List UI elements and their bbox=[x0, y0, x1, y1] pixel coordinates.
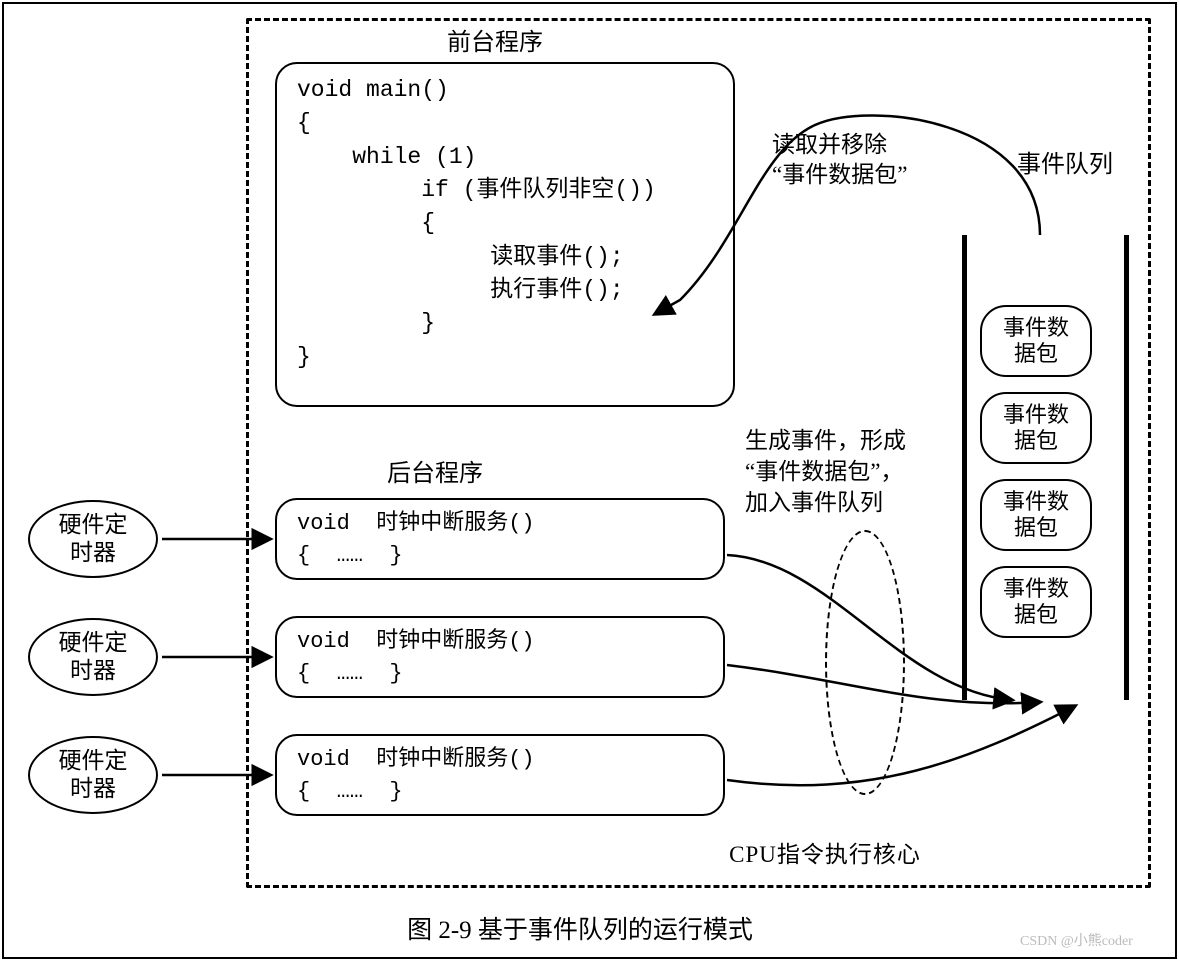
cpu-core-label: CPU指令执行核心 bbox=[695, 840, 955, 870]
main-code-box: void main() { while (1) if (事件队列非空()) { … bbox=[275, 62, 735, 407]
hw-timer-2: 硬件定 时器 bbox=[28, 618, 158, 696]
foreground-title: 前台程序 bbox=[430, 28, 560, 59]
hw-timer-3: 硬件定 时器 bbox=[28, 736, 158, 814]
generate-event-label: 生成事件，形成 “事件数据包”， 加入事件队列 bbox=[745, 425, 965, 518]
event-packet: 事件数 据包 bbox=[980, 392, 1092, 464]
event-packet: 事件数 据包 bbox=[980, 305, 1092, 377]
figure-caption: 图 2-9 基于事件队列的运行模式 bbox=[320, 910, 840, 946]
isr-box-2: void 时钟中断服务() { …… } bbox=[275, 616, 725, 698]
read-remove-label: 读取并移除 “事件数据包” bbox=[772, 130, 972, 190]
background-title: 后台程序 bbox=[370, 459, 500, 490]
watermark: CSDN @小熊coder bbox=[1020, 930, 1133, 950]
cpu-core-ellipse bbox=[825, 530, 905, 795]
queue-bar-right bbox=[1124, 235, 1129, 700]
event-packet: 事件数 据包 bbox=[980, 566, 1092, 638]
event-queue-title: 事件队列 bbox=[1000, 150, 1130, 181]
hw-timer-1: 硬件定 时器 bbox=[28, 500, 158, 578]
isr-box-3: void 时钟中断服务() { …… } bbox=[275, 734, 725, 816]
isr-box-1: void 时钟中断服务() { …… } bbox=[275, 498, 725, 580]
event-packet: 事件数 据包 bbox=[980, 479, 1092, 551]
